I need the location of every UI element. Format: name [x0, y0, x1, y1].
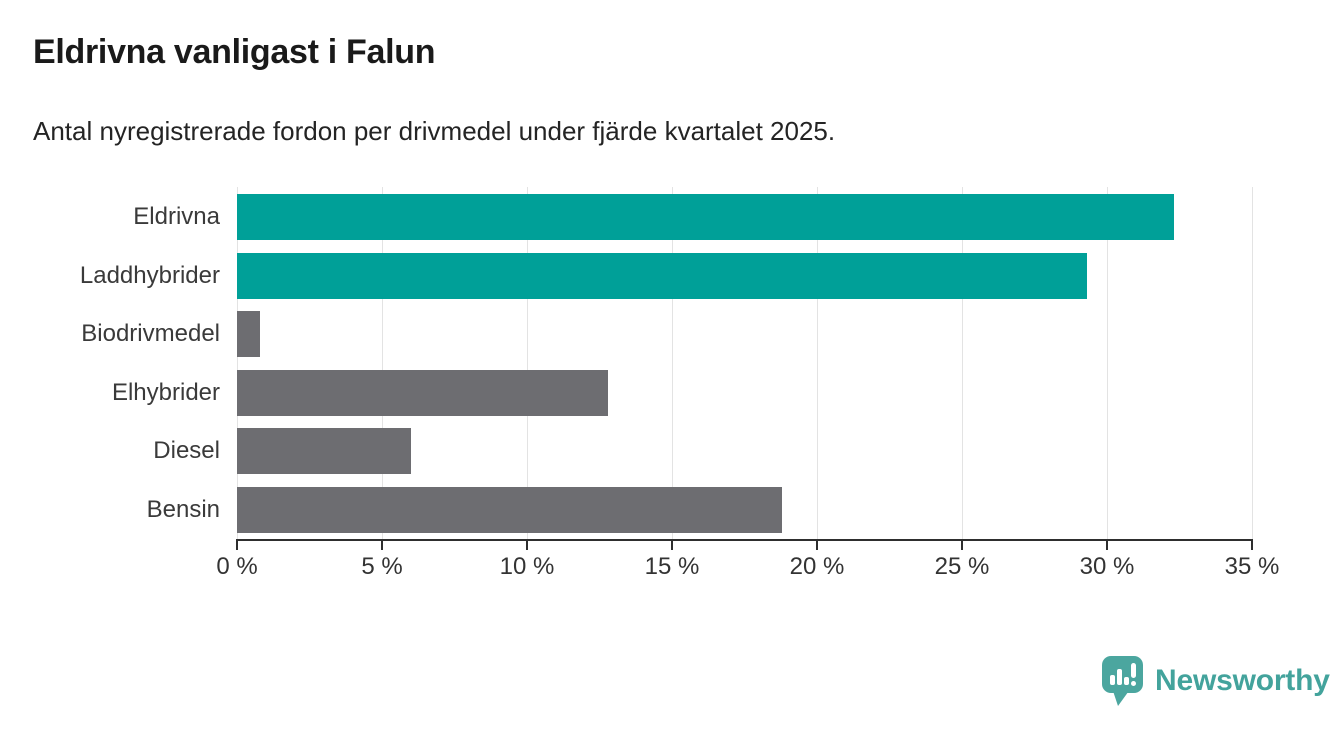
gridline — [381, 187, 383, 541]
axis-tick — [671, 541, 673, 550]
axis-tick — [816, 541, 818, 550]
axis-tick — [381, 541, 383, 550]
axis-tick — [236, 541, 238, 550]
category-label-eldrivna: Eldrivna — [133, 203, 220, 230]
axis-tick — [1251, 541, 1253, 550]
chart-subtitle: Antal nyregistrerade fordon per drivmede… — [33, 116, 836, 146]
gridline — [526, 187, 528, 541]
axis-tick-label: 35 % — [1224, 553, 1280, 580]
gridline — [961, 187, 963, 541]
gridline — [816, 187, 818, 541]
axis-tick — [961, 541, 963, 550]
category-label-bensin: Bensin — [146, 496, 220, 523]
x-axis-line — [236, 539, 1253, 541]
category-label-elhybrider: Elhybrider — [111, 378, 220, 406]
axis-tick-label: 10 % — [499, 553, 555, 580]
bar-bensin — [237, 487, 783, 533]
axis-tick — [526, 541, 528, 550]
bar-chart-plot-area: 0 % 5 % 10 % 15 % 20 % 25 % 30 % 35 % — [216, 187, 1279, 580]
newsworthy-logo: Newsworthy — [1100, 654, 1330, 708]
newsworthy-pin-chart-icon — [1100, 654, 1146, 708]
axis-tick-label: 30 % — [1079, 553, 1135, 580]
gridline — [1251, 187, 1253, 541]
gridline — [1106, 187, 1108, 541]
newsworthy-logo-text: Newsworthy — [1155, 664, 1330, 697]
chart-title: Eldrivna vanligast i Falun — [33, 33, 436, 71]
category-label-biodrivmedel: Biodrivmedel — [81, 320, 220, 348]
bar-laddhybrider — [237, 252, 1087, 299]
bar-eldrivna — [237, 194, 1174, 240]
gridline — [236, 187, 238, 541]
axis-tick-label: 20 % — [789, 553, 845, 580]
category-label-laddhybrider: Laddhybrider — [79, 261, 220, 289]
bar-elhybrider — [237, 369, 609, 416]
category-axis: Eldrivna Laddhybrider Biodrivmedel Elhybrid… — [0, 187, 220, 541]
axis-tick-label: 5 % — [361, 553, 403, 580]
bar-diesel — [237, 428, 411, 475]
axis-tick-label: 15 % — [644, 553, 700, 580]
bar-biodrivmedel — [237, 311, 261, 358]
axis-tick-label: 25 % — [934, 553, 990, 580]
axis-tick-label: 0 % — [216, 553, 258, 580]
gridline — [671, 187, 673, 541]
axis-tick — [1106, 541, 1108, 550]
category-label-diesel: Diesel — [153, 437, 220, 465]
